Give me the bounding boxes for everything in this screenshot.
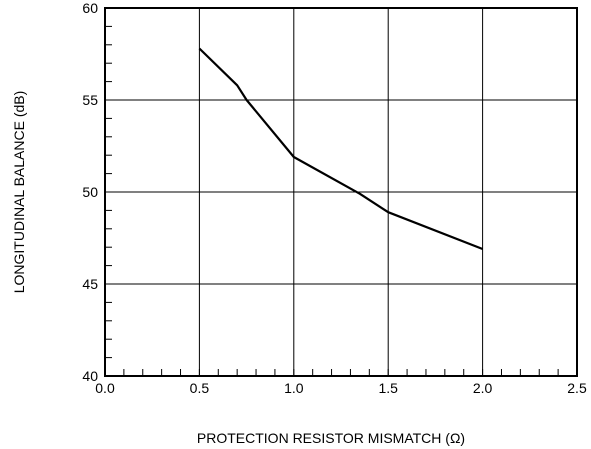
y-tick-label: 60: [82, 0, 98, 16]
x-tick-label: 1.0: [284, 380, 304, 396]
y-tick-label: 40: [82, 368, 98, 384]
x-tick-label: 1.5: [378, 380, 398, 396]
x-tick-label: 2.0: [473, 380, 493, 396]
x-tick-label: 0.5: [190, 380, 210, 396]
series-group: [198, 47, 483, 251]
x-tick-label: 2.5: [567, 380, 587, 396]
grid-lines: [105, 8, 577, 376]
x-axis-title: PROTECTION RESISTOR MISMATCH (Ω): [197, 430, 465, 446]
plot-frame: [104, 7, 578, 377]
y-tick-label: 45: [82, 276, 98, 292]
x-tick-labels: 0.0 0.5 1.0 1.5 2.0 2.5: [95, 380, 587, 396]
series-line: [198, 47, 483, 251]
minor-ticks: [105, 25, 559, 376]
y-tick-label: 50: [82, 184, 98, 200]
y-tick-labels: 40 45 50 55 60: [82, 0, 98, 384]
y-axis-title: LONGITUDINAL BALANCE (dB): [11, 91, 27, 294]
x-tick-label: 0.0: [95, 380, 115, 396]
y-tick-label: 55: [82, 92, 98, 108]
